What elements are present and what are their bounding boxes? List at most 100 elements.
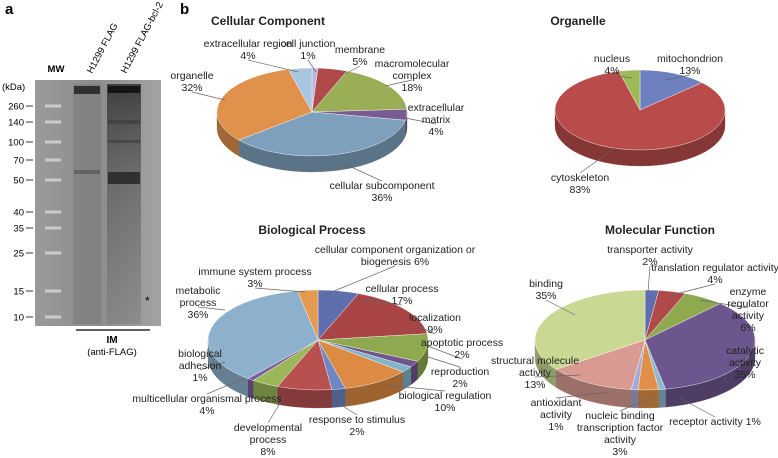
slice-label: receptor activity 1% (655, 416, 775, 428)
slice-value: 36% (371, 192, 393, 204)
slice-label: membrane 5% (330, 44, 390, 68)
leader-line (664, 74, 691, 81)
leader-line (344, 65, 361, 75)
leader-line (671, 283, 716, 296)
unit-label: (kDa) (2, 82, 25, 93)
slice-value: 1% (300, 50, 316, 62)
ladder-band (45, 226, 61, 230)
leader-line (361, 299, 403, 306)
gel-band (74, 170, 100, 174)
pie-slice (207, 290, 319, 379)
pie-slice (644, 303, 756, 390)
slice-label: cellular component organization or bioge… (300, 244, 490, 268)
panel-label: b (180, 1, 189, 18)
pie-slice (639, 69, 703, 111)
pie-slice (311, 70, 408, 113)
slice-name: organelle (170, 70, 214, 82)
slice-label: cell junction 1% (278, 38, 338, 62)
leader-line (647, 265, 651, 293)
slice-value: 35% (734, 369, 756, 381)
panel-label: a (5, 1, 14, 18)
leader-line (404, 117, 437, 125)
slice-name: transporter activity (607, 244, 693, 256)
slice-value: 18% (401, 82, 423, 94)
slice-name: localization (409, 312, 461, 324)
slice-value: 9% (427, 324, 443, 336)
slice-name: cellular subcomponent (329, 180, 435, 192)
leader-line (384, 384, 446, 392)
slice-name: catalytic activity (726, 345, 764, 369)
slice-name: cellular component organization or bioge… (314, 244, 476, 268)
leader-line (247, 59, 299, 73)
pie-sides (207, 339, 429, 409)
pie-tops (554, 69, 726, 151)
slice-label: multicellular organismal process 4% (127, 393, 287, 417)
gel-lane (73, 84, 101, 324)
slice-value: 2% (452, 378, 468, 390)
slice-label: extracellular region 4% (193, 38, 303, 62)
slice-value: 10% (434, 402, 456, 414)
marker-label: 15 (13, 287, 24, 298)
ladder-band (45, 158, 61, 162)
marker-label: 70 (13, 156, 24, 167)
slice-label: metabolic process 36% (158, 285, 238, 321)
leader-line (267, 394, 286, 424)
leader-line (206, 377, 246, 395)
lane-label: H1299 FLAG-bcl-2 (119, 0, 166, 75)
pie-slice (555, 339, 646, 390)
slice-value: 13% (524, 379, 546, 391)
ladder-band (45, 251, 61, 255)
pie-slice (618, 69, 641, 111)
pie-tops (534, 289, 756, 391)
slice-name: immune system process (198, 266, 312, 278)
marker-label: 40 (13, 208, 24, 219)
slice-name: nucleus (593, 53, 631, 65)
slice-value: 3% (612, 446, 628, 458)
leader-line (424, 344, 463, 360)
slice-value: 4% (428, 126, 444, 138)
leader-line (307, 59, 317, 73)
slice-name: cellular process (365, 283, 439, 295)
slice-value: 1% (192, 372, 208, 384)
leader-line (384, 79, 413, 87)
slice-value: 1% (745, 416, 761, 428)
slice-label: organelle 32% (162, 70, 222, 94)
ladder-band (45, 210, 61, 214)
pie-slice-side (658, 388, 666, 408)
slice-label: reproduction 2% (415, 366, 505, 390)
antibody-label: IM (106, 335, 117, 346)
leader-line (734, 344, 746, 368)
antibody-note: (anti-FLAG) (87, 347, 137, 358)
slice-label: response to stimulus 2% (292, 414, 422, 438)
slice-label: immune system process 3% (180, 266, 330, 290)
pie-slice (238, 111, 406, 157)
leader-line (619, 397, 651, 412)
slice-name: antioxidant activity (530, 397, 582, 421)
slice-name: response to stimulus (308, 414, 406, 426)
slice-name: metabolic process (175, 285, 221, 309)
slice-value: 4% (199, 405, 215, 417)
slice-value: 17% (391, 295, 413, 307)
marker-label: 25 (13, 249, 24, 260)
slice-value: 4% (240, 50, 256, 62)
leader-line (191, 91, 226, 101)
slice-value: 2% (642, 256, 658, 268)
slice-value: 4% (707, 274, 723, 286)
ladder-band (45, 120, 61, 124)
slice-label: nucleus 4% (582, 53, 642, 77)
slice-name: cytoskeleton (550, 172, 610, 184)
slice-name: translation regulator activity (651, 262, 778, 274)
slice-label: extracellular matrix 4% (406, 102, 466, 138)
slice-label: enzyme regulator activity 6% (718, 286, 778, 334)
marker-label: 100 (8, 138, 24, 149)
slice-value: 13% (679, 65, 701, 77)
leader-line (424, 355, 461, 368)
slice-value: 35% (535, 290, 557, 302)
slice-label: cytoskeleton 83% (540, 172, 620, 196)
slice-name: receptor activity (669, 416, 743, 428)
pie-slice-side (331, 388, 346, 408)
ladder-band (45, 104, 61, 108)
slice-label: cellular subcomponent 36% (317, 180, 447, 204)
gel-band (108, 172, 140, 184)
